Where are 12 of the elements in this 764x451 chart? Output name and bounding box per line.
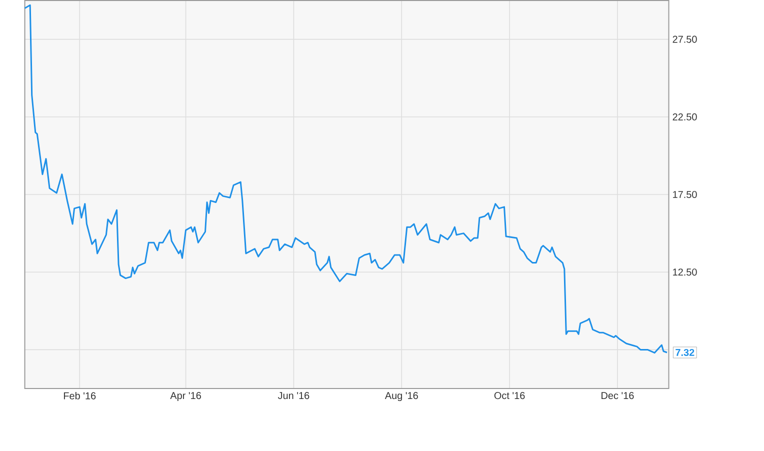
x-tick-label: Jun '16	[278, 392, 310, 400]
x-tick-label: Apr '16	[170, 392, 201, 402]
y-tick-label: 17.50	[673, 191, 697, 198]
x-tick-label: Aug '16	[384, 392, 418, 402]
x-tick-label: Dec '16	[602, 392, 634, 400]
y-tick-label: 22.50	[672, 114, 697, 121]
x-tick-label: Oct '16	[494, 392, 525, 400]
annotation: 7.32	[676, 349, 694, 356]
y-tick-label: 27.50	[672, 36, 697, 44]
line-series	[24, 4, 668, 354]
y-tick-label: 12.50	[673, 268, 697, 276]
x-tick-label: Feb '16	[64, 392, 96, 400]
